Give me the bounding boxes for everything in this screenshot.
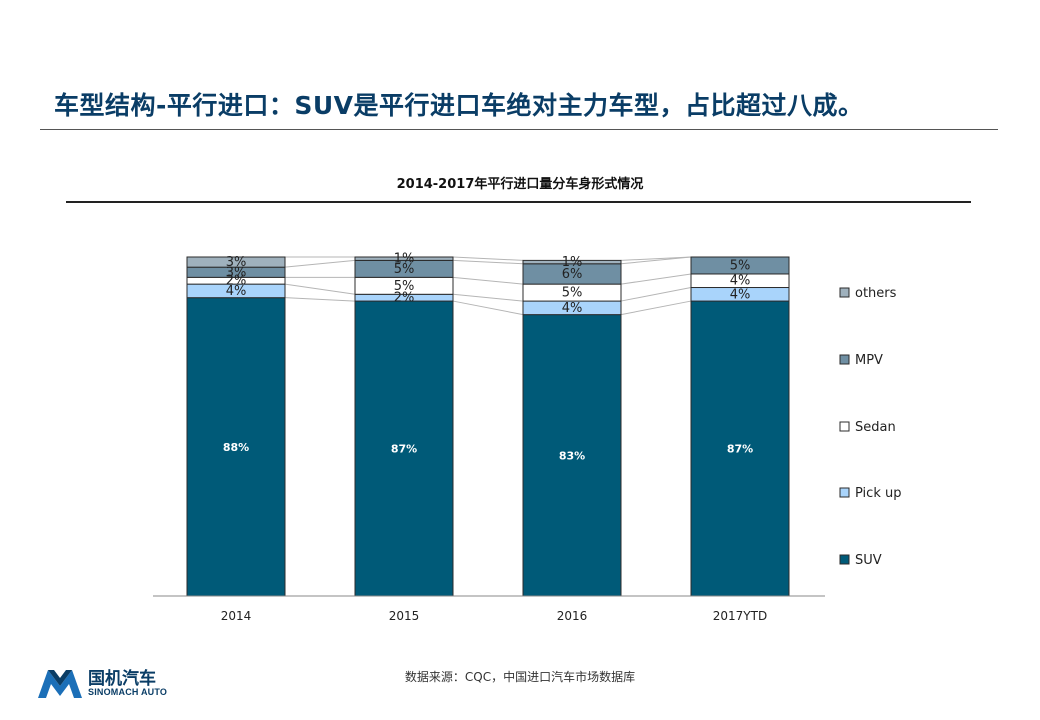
data-label: 4% (562, 301, 583, 316)
series-connector-line (620, 287, 692, 302)
source-note: 数据来源：CQC，中国进口汽车市场数据库 (404, 670, 636, 684)
series-connector-line (452, 276, 524, 285)
series-connector-line (284, 297, 356, 302)
data-label: 3% (226, 265, 247, 280)
page-title: 车型结构-平行进口：SUV是平行进口车绝对主力车型，占比超过八成。 (54, 91, 864, 120)
bar-segment-others (354, 256, 454, 261)
legend-label: others (855, 286, 897, 301)
data-label: 5% (394, 279, 415, 294)
logo-text-cn: 国机汽车 (88, 669, 156, 689)
series-connector-line (284, 259, 356, 268)
legend-swatch (839, 487, 850, 498)
bar-segment-others (522, 259, 622, 265)
data-label: 2% (226, 274, 247, 289)
series-connector-line (620, 256, 692, 261)
sinomach-logo-icon (38, 670, 82, 698)
data-label: 4% (730, 287, 751, 302)
series-connector-line (452, 293, 524, 302)
company-logo: 国机汽车 SINOMACH AUTO (38, 664, 178, 704)
legend-label: Sedan (855, 420, 896, 435)
bar-segment-mpv (690, 256, 790, 275)
bar-segment-suv (354, 300, 454, 597)
series-connector-line (284, 283, 356, 295)
bar-segment-others (186, 256, 286, 268)
data-label: 3% (226, 255, 247, 270)
x-tick-label: 2017YTD (713, 609, 767, 623)
data-label: 2% (394, 291, 415, 306)
data-label: 1% (394, 252, 415, 267)
legend-label: MPV (855, 353, 883, 368)
title-divider (40, 129, 998, 130)
data-label: 6% (562, 267, 583, 282)
data-label: 87% (727, 443, 753, 456)
data-label: 5% (394, 262, 415, 277)
series-connector-line (452, 300, 524, 316)
legend-label: Pick up (855, 486, 901, 501)
series-connector-line (620, 273, 692, 285)
series-connector-line (620, 256, 692, 265)
logo-text-en: SINOMACH AUTO (88, 687, 168, 697)
bar-segment-suv (522, 314, 622, 597)
data-label: 5% (562, 286, 583, 301)
data-label: 5% (730, 258, 751, 273)
data-label: 4% (226, 284, 247, 299)
data-label: 87% (391, 443, 417, 456)
legend-swatch (839, 421, 850, 432)
series-connector-line (452, 259, 524, 265)
x-tick-label: 2014 (221, 609, 252, 623)
data-label: 88% (223, 441, 249, 454)
chart-title-divider (66, 201, 971, 203)
x-tick-label: 2016 (557, 609, 588, 623)
series-connector-line (452, 256, 524, 261)
legend-swatch (839, 287, 850, 298)
legend-label: SUV (855, 553, 882, 568)
x-tick-label: 2015 (389, 609, 420, 623)
series-connector-line (620, 300, 692, 316)
legend-swatch (839, 354, 850, 365)
data-label: 83% (559, 449, 585, 462)
data-label: 4% (730, 274, 751, 289)
legend-swatch (839, 554, 850, 565)
data-label: 1% (562, 255, 583, 270)
chart-title: 2014-2017年平行进口量分车身形式情况 (396, 177, 644, 192)
